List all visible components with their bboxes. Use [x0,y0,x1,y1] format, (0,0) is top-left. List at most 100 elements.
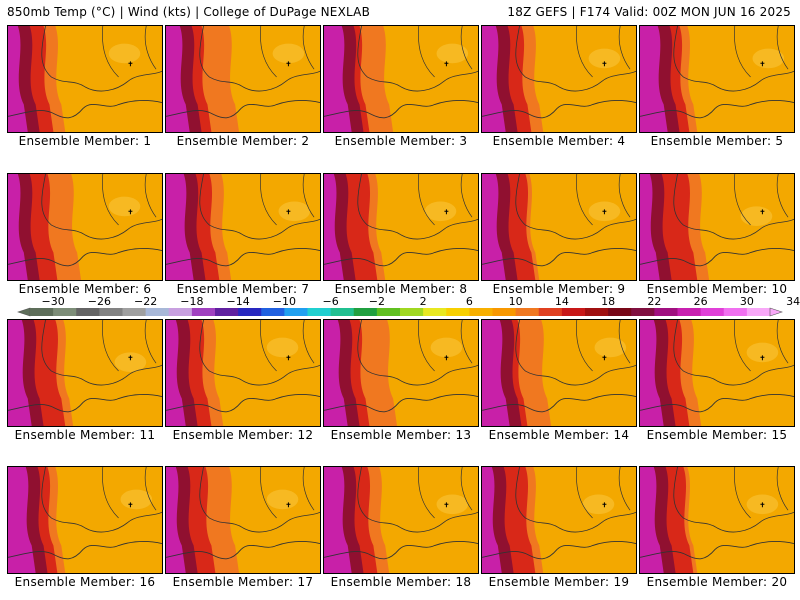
temperature-field [324,467,478,573]
ensemble-member-map [639,173,795,281]
colorbar-swatch [746,308,771,316]
colorbar-swatch [423,308,447,316]
temperature-field [482,174,636,280]
colorbar-tick-label: −18 [180,296,203,308]
ensemble-member-label: Ensemble Member: 7 [176,282,310,296]
colorbar-swatch [307,308,332,316]
temperature-field [482,26,636,132]
ensemble-member-map [323,173,479,281]
colorbar-swatch [700,308,725,316]
ensemble-member-label: Ensemble Member: 5 [650,134,784,148]
ensemble-member-label: Ensemble Member: 6 [18,282,152,296]
ensemble-member-label: Ensemble Member: 15 [646,428,788,442]
ensemble-member-map [7,25,163,133]
colorbar-tick-label: 10 [509,296,523,308]
colorbar-swatch [76,308,100,316]
colorbar-swatch [99,308,123,316]
ensemble-member-map [323,319,479,427]
colorbar-swatch [492,308,517,316]
colorbar-tick-label: −30 [42,296,65,308]
colorbar-swatch [561,308,586,316]
temperature-field [324,320,478,426]
ensemble-member-map [7,319,163,427]
ensemble-member-map [7,466,163,574]
ensemble-member-label: Ensemble Member: 16 [14,575,156,589]
ensemble-member-map [165,173,321,281]
temperature-field [640,467,794,573]
colorbar-swatch [608,308,632,316]
colorbar-tick-label: −26 [88,296,111,308]
colorbar-tick-label: 2 [420,296,427,308]
ensemble-member-label: Ensemble Member: 1 [18,134,152,148]
map-title: 850mb Temp (°C) | Wind (kts) | College o… [7,5,371,19]
ensemble-member-map [165,25,321,133]
temperature-field [482,467,636,573]
temperature-field [640,26,794,132]
colorbar-tick-label: 30 [740,296,754,308]
ensemble-member-label: Ensemble Member: 17 [172,575,314,589]
colorbar-swatch [353,308,378,316]
colorbar-swatch [376,308,401,316]
colorbar-tick-label: 26 [694,296,708,308]
colorbar-swatch [238,308,262,316]
ensemble-member-map [639,25,795,133]
colorbar-swatch [122,308,147,316]
colorbar-swatch [538,308,563,316]
ensemble-member-map [323,25,479,133]
ensemble-member-map [165,319,321,427]
colorbar-swatch [191,308,216,316]
ensemble-member-label: Ensemble Member: 19 [488,575,630,589]
ensemble-member-label: Ensemble Member: 9 [492,282,626,296]
colorbar-tick-label: 34 [786,296,800,308]
ensemble-member-map [7,173,163,281]
temperature-colorbar: −30−26−22−18−14−10−6−2261014182226303438… [0,296,800,318]
ensemble-member-map [481,173,637,281]
ensemble-member-map [639,466,795,574]
colorbar-swatch [469,308,493,316]
ensemble-member-label: Ensemble Member: 3 [334,134,468,148]
ensemble-member-label: Ensemble Member: 8 [334,282,468,296]
temperature-field [482,320,636,426]
colorbar-tick-label: 22 [647,296,661,308]
colorbar-swatch [261,308,285,316]
temperature-field [166,320,320,426]
colorbar-tick-label: −22 [134,296,157,308]
colorbar-swatch [654,308,678,316]
ensemble-member-label: Ensemble Member: 2 [176,134,310,148]
temperature-field [324,26,478,132]
ensemble-member-label: Ensemble Member: 20 [646,575,788,589]
ensemble-member-label: Ensemble Member: 10 [646,282,788,296]
temperature-field [8,26,162,132]
colorbar-swatch [677,308,702,316]
temperature-field [8,467,162,573]
ensemble-member-map [481,25,637,133]
colorbar-tick-label: −6 [323,296,339,308]
colorbar-swatch [30,308,54,316]
colorbar-min-arrow [17,307,31,317]
ensemble-member-label: Ensemble Member: 13 [330,428,472,442]
colorbar-swatch [168,308,193,316]
ensemble-member-label: Ensemble Member: 14 [488,428,630,442]
colorbar-swatch [515,308,540,316]
ensemble-member-label: Ensemble Member: 11 [14,428,156,442]
colorbar-tick-label: 6 [466,296,473,308]
temperature-field [8,320,162,426]
colorbar-swatch [53,308,77,316]
colorbar-swatch [330,308,355,316]
colorbar-swatch [631,308,655,316]
ensemble-member-map [481,319,637,427]
colorbar-swatch [585,308,609,316]
colorbar-swatch [446,308,470,316]
temperature-field [640,320,794,426]
ensemble-member-label: Ensemble Member: 12 [172,428,314,442]
temperature-field [640,174,794,280]
colorbar-swatch [145,308,170,316]
ensemble-member-label: Ensemble Member: 18 [330,575,472,589]
colorbar-swatch [723,308,748,316]
colorbar-tick-label: −2 [369,296,385,308]
temperature-field [166,174,320,280]
ensemble-member-label: Ensemble Member: 4 [492,134,626,148]
ensemble-member-map [481,466,637,574]
colorbar-tick-label: −14 [227,296,250,308]
colorbar-max-arrow [769,307,783,317]
